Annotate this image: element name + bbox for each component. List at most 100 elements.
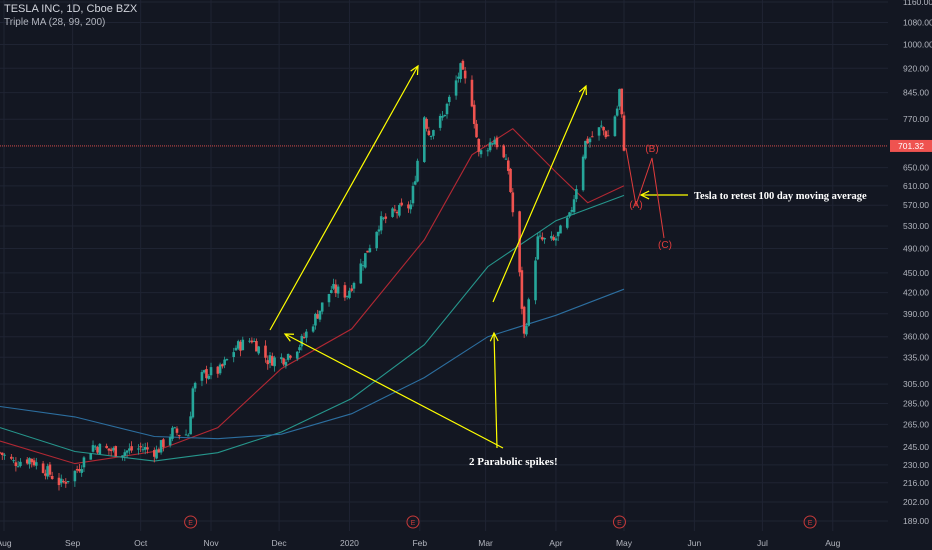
candle-body xyxy=(157,449,161,453)
candle-body xyxy=(218,364,222,374)
price-axis[interactable]: 1160.00 1080.00 1000.00 920.00 845.00 770.00 6… xyxy=(903,0,932,526)
time-tick-label: Dec xyxy=(272,538,288,548)
candle-body xyxy=(457,76,460,79)
candle-body xyxy=(511,192,515,213)
candle-body xyxy=(504,158,508,160)
candle-body xyxy=(273,357,276,367)
candle-body xyxy=(282,358,285,365)
candle-body xyxy=(205,369,208,379)
price-tick-label: 1080.00 xyxy=(903,17,932,27)
candle-body xyxy=(19,461,22,466)
candle-body xyxy=(298,347,301,351)
candle-body xyxy=(314,313,317,326)
candle-body xyxy=(620,88,624,115)
price-tick-label: 420.00 xyxy=(903,288,929,298)
price-tick-label: 245.00 xyxy=(903,442,929,452)
candle-body xyxy=(527,299,530,326)
time-tick-label: Mar xyxy=(478,538,493,548)
time-axis[interactable]: Aug Sep Oct Nov Dec 2020 Feb Mar Apr May Jun Jul Aug xyxy=(0,538,841,548)
candle-body xyxy=(305,331,308,338)
spike-arrow-1 xyxy=(269,65,419,331)
candle-body xyxy=(109,449,113,452)
candle-body xyxy=(472,104,476,124)
candle-body xyxy=(162,439,165,448)
earnings-marker-icon[interactable] xyxy=(184,515,198,529)
time-tick-label: Sep xyxy=(65,538,80,548)
price-tick-label: 390.00 xyxy=(903,309,929,319)
candle-body xyxy=(441,116,444,118)
candle-body xyxy=(479,150,483,155)
candle-body xyxy=(152,450,156,457)
candle-body xyxy=(216,366,220,374)
candle-body xyxy=(491,143,494,145)
candle-body xyxy=(173,427,177,429)
candle-body xyxy=(168,437,172,446)
price-tick-label: 216.00 xyxy=(903,478,929,488)
candle-body xyxy=(432,130,435,136)
candle-body xyxy=(121,455,124,458)
price-tick-label: 285.00 xyxy=(903,399,929,409)
candle-body xyxy=(139,446,142,448)
price-tick-label: 305.00 xyxy=(903,379,929,389)
candlestick-series xyxy=(0,59,626,491)
candle-body xyxy=(141,449,145,451)
candle-body xyxy=(289,355,292,358)
candle-body xyxy=(398,204,401,216)
candle-body xyxy=(189,416,192,435)
candle-body xyxy=(438,115,442,128)
candle-body xyxy=(248,340,251,342)
candle-body xyxy=(187,435,190,437)
candle-body xyxy=(486,150,490,152)
candle-body xyxy=(613,116,617,137)
candle-body xyxy=(12,460,15,462)
candle-body xyxy=(44,473,47,476)
candle-body xyxy=(73,470,77,482)
price-tick-label: 920.00 xyxy=(903,63,929,73)
candle-body xyxy=(568,212,571,217)
candle-body xyxy=(575,188,578,200)
candle-body xyxy=(559,225,562,234)
time-tick-label: Feb xyxy=(412,538,427,548)
candle-body xyxy=(361,265,365,267)
symbol-title[interactable]: TESLA INC, 1D, Cboe BZX xyxy=(4,3,138,15)
candle-body xyxy=(46,466,49,477)
indicator-legend[interactable]: Triple MA (28, 99, 200) xyxy=(4,17,106,28)
earnings-marker-icon[interactable] xyxy=(406,515,420,529)
candle-body xyxy=(221,364,224,367)
spike-arrow-2 xyxy=(492,85,587,303)
price-tick-label: 610.00 xyxy=(903,181,929,191)
earnings-marker-icon[interactable] xyxy=(803,515,817,529)
candle-body xyxy=(541,237,544,240)
candle-body xyxy=(295,351,299,359)
time-tick-label: 2020 xyxy=(340,538,359,548)
candle-body xyxy=(509,168,512,193)
earnings-marker-icon[interactable] xyxy=(612,515,626,529)
candle-body xyxy=(391,208,394,217)
candle-body xyxy=(30,458,34,463)
candle-body xyxy=(10,456,13,459)
candle-body xyxy=(407,204,410,209)
candle-body xyxy=(75,469,79,471)
earnings-marker-letter: E xyxy=(808,520,813,527)
candle-body xyxy=(348,290,351,298)
candle-body xyxy=(28,458,31,465)
candle-body xyxy=(525,326,528,335)
candle-body xyxy=(493,139,496,145)
candle-body xyxy=(615,108,619,116)
price-tick-label: 1160.00 xyxy=(903,0,932,7)
candle-body xyxy=(336,286,340,294)
candle-body xyxy=(377,229,381,232)
price-tick-label: 770.00 xyxy=(903,114,929,124)
candle-body xyxy=(586,138,589,144)
candle-body xyxy=(393,209,397,211)
candle-body xyxy=(257,346,260,354)
earnings-marker-letter: E xyxy=(411,520,416,527)
price-tick-label: 189.00 xyxy=(903,516,929,526)
candle-body xyxy=(470,79,474,107)
candle-body xyxy=(223,359,226,366)
candle-body xyxy=(239,341,242,351)
candle-body xyxy=(318,310,322,320)
candle-body xyxy=(350,288,354,291)
